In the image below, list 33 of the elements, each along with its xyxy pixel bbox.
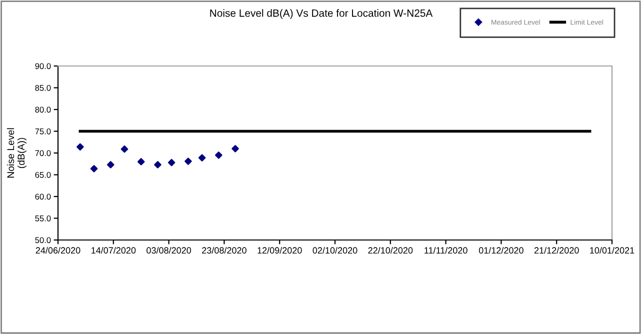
x-tick-label: 24/06/2020 (36, 246, 80, 254)
point (168, 158, 176, 166)
x-tick-label: 23/08/2020 (202, 246, 246, 254)
y-tick-label: 85.0 (35, 84, 51, 91)
x-tick-label: 12/09/2020 (258, 246, 302, 254)
point (76, 143, 84, 151)
point (232, 145, 239, 152)
y-tick-label: 70.0 (35, 150, 51, 156)
x-tick-label: 22/10/2020 (368, 246, 413, 254)
y-axis-title: Noise Level (dB(A)) (6, 128, 26, 178)
y-tick-label: 80.0 (35, 106, 51, 113)
x-tick-label: 03/08/2020 (146, 246, 192, 254)
point (120, 145, 128, 153)
x-tick-label: 02/10/2020 (312, 246, 358, 254)
y-tick-label: 55.0 (35, 215, 51, 222)
y-tick-label: 90.0 (35, 63, 51, 70)
point (137, 158, 145, 166)
y-tick-label: 75.0 (35, 128, 51, 134)
point (90, 165, 98, 172)
x-tick-label: 14/07/2020 (92, 246, 136, 254)
point (106, 161, 114, 168)
point (184, 158, 192, 165)
point (215, 152, 222, 159)
y-tick-label: 65.0 (35, 172, 51, 178)
x-tick-label: 11/11/2020 (424, 246, 468, 254)
x-tick-label: 21/12/2020 (534, 246, 579, 254)
point (154, 161, 162, 168)
x-tick-label: 10/01/2021 (590, 246, 634, 254)
y-tick-label: 60.0 (35, 194, 51, 200)
point (198, 154, 206, 162)
x-tick-label: 01/12/2020 (478, 246, 524, 254)
y-tick-label: 50.0 (35, 237, 51, 244)
chart-title: Noise Level dB(A) Vs Date for Location W-N25A (210, 9, 433, 19)
